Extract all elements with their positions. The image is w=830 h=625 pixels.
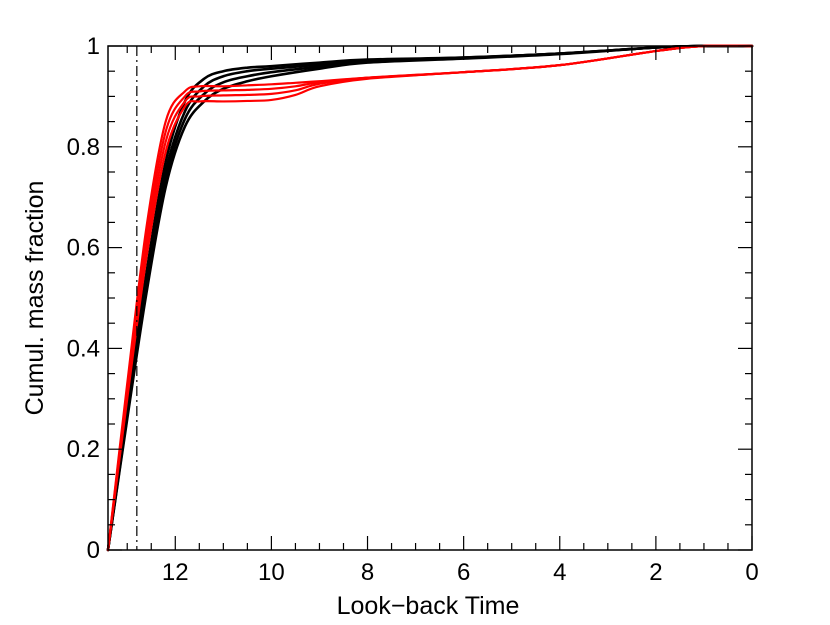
x-tick-label: 12 [162, 559, 189, 586]
x-tick-label: 0 [745, 559, 758, 586]
label-layer: Look−back Time Cumul. mass fraction [21, 181, 519, 620]
x-tick-label: 8 [361, 559, 374, 586]
x-tick-label: 10 [258, 559, 285, 586]
x-tick-label: 2 [649, 559, 662, 586]
y-tick-label: 0.6 [67, 235, 100, 262]
series-line-7 [106, 44, 754, 552]
y-tick-label: 1 [87, 33, 100, 60]
y-tick-label: 0.8 [67, 134, 100, 161]
y-tick-label: 0.4 [67, 335, 100, 362]
series-layer [106, 44, 754, 552]
plot-frame [107, 45, 753, 551]
x-tick-label: 6 [457, 559, 470, 586]
series-line-8 [106, 44, 754, 552]
series-line-5 [106, 44, 754, 552]
series-line-4 [106, 44, 754, 552]
series-line-1 [106, 44, 754, 552]
series-line-2 [106, 44, 754, 552]
x-tick-label: 4 [553, 559, 566, 586]
y-tick-label: 0 [87, 537, 100, 564]
axes-layer: 12 10 8 6 4 2 0 0 0.2 0.4 0.6 0.8 1 [67, 33, 759, 586]
y-axis-title: Cumul. mass fraction [21, 181, 49, 416]
y-tick-label: 0.2 [67, 436, 100, 463]
series-line-3 [106, 44, 754, 552]
series-line-6 [106, 44, 754, 552]
x-axis-title: Look−back Time [337, 592, 520, 620]
